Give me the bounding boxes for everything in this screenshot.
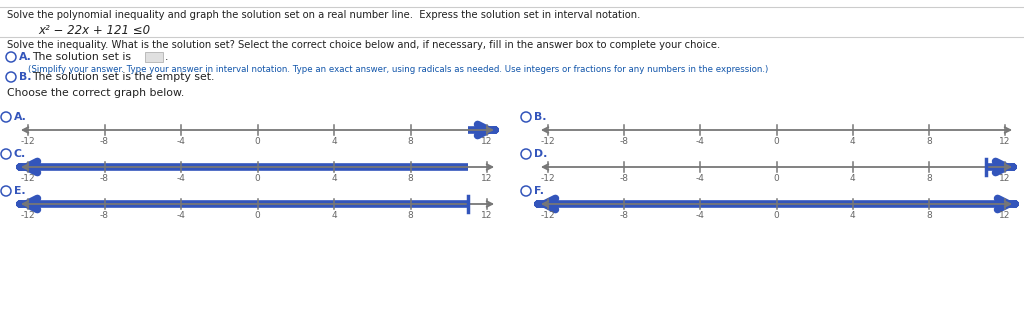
Text: -4: -4 <box>176 211 185 220</box>
Text: 0: 0 <box>773 137 779 146</box>
Text: 12: 12 <box>481 211 493 220</box>
Text: A.: A. <box>14 112 27 122</box>
Text: -8: -8 <box>100 137 109 146</box>
Text: B.: B. <box>534 112 547 122</box>
Text: 0: 0 <box>773 174 779 183</box>
Text: 4: 4 <box>850 137 855 146</box>
Text: 12: 12 <box>481 174 493 183</box>
Text: 8: 8 <box>408 174 414 183</box>
Text: 12: 12 <box>481 137 493 146</box>
Text: -8: -8 <box>620 174 629 183</box>
Text: -4: -4 <box>176 174 185 183</box>
Text: 8: 8 <box>926 174 932 183</box>
Text: -8: -8 <box>620 211 629 220</box>
Text: 4: 4 <box>850 174 855 183</box>
Text: -4: -4 <box>696 211 705 220</box>
FancyBboxPatch shape <box>145 52 163 62</box>
Text: Solve the inequality. What is the solution set? Select the correct choice below : Solve the inequality. What is the soluti… <box>7 40 720 50</box>
Text: E.: E. <box>14 186 26 196</box>
Text: 4: 4 <box>331 137 337 146</box>
Text: Choose the correct graph below.: Choose the correct graph below. <box>7 88 184 98</box>
Text: -12: -12 <box>20 137 35 146</box>
Text: 0: 0 <box>255 211 260 220</box>
Text: 0: 0 <box>773 211 779 220</box>
Text: .: . <box>165 52 168 62</box>
Text: 12: 12 <box>999 137 1011 146</box>
Text: -12: -12 <box>541 174 555 183</box>
Text: -8: -8 <box>100 211 109 220</box>
Text: -12: -12 <box>541 211 555 220</box>
Text: C.: C. <box>14 149 27 159</box>
Text: The solution set is: The solution set is <box>32 52 131 62</box>
Text: -8: -8 <box>620 137 629 146</box>
Text: -4: -4 <box>696 137 705 146</box>
Text: 0: 0 <box>255 137 260 146</box>
Text: 12: 12 <box>999 174 1011 183</box>
Text: -12: -12 <box>20 174 35 183</box>
Text: D.: D. <box>534 149 548 159</box>
Text: 8: 8 <box>926 211 932 220</box>
Text: 4: 4 <box>331 211 337 220</box>
Text: -4: -4 <box>696 174 705 183</box>
Text: 4: 4 <box>331 174 337 183</box>
Text: A.: A. <box>19 52 32 62</box>
Text: F.: F. <box>534 186 544 196</box>
Text: -12: -12 <box>541 137 555 146</box>
Text: 8: 8 <box>408 137 414 146</box>
Text: 8: 8 <box>408 211 414 220</box>
Text: The solution set is the empty set.: The solution set is the empty set. <box>32 72 214 82</box>
Text: 12: 12 <box>999 211 1011 220</box>
Text: B.: B. <box>19 72 32 82</box>
Text: -8: -8 <box>100 174 109 183</box>
Text: -4: -4 <box>176 137 185 146</box>
Text: x² − 22x + 121 ≤0: x² − 22x + 121 ≤0 <box>38 24 151 37</box>
Text: -12: -12 <box>20 211 35 220</box>
Text: 4: 4 <box>850 211 855 220</box>
Text: 8: 8 <box>926 137 932 146</box>
Text: (Simplify your answer. Type your answer in interval notation. Type an exact answ: (Simplify your answer. Type your answer … <box>28 65 768 74</box>
Text: 0: 0 <box>255 174 260 183</box>
Text: Solve the polynomial inequality and graph the solution set on a real number line: Solve the polynomial inequality and grap… <box>7 10 640 20</box>
